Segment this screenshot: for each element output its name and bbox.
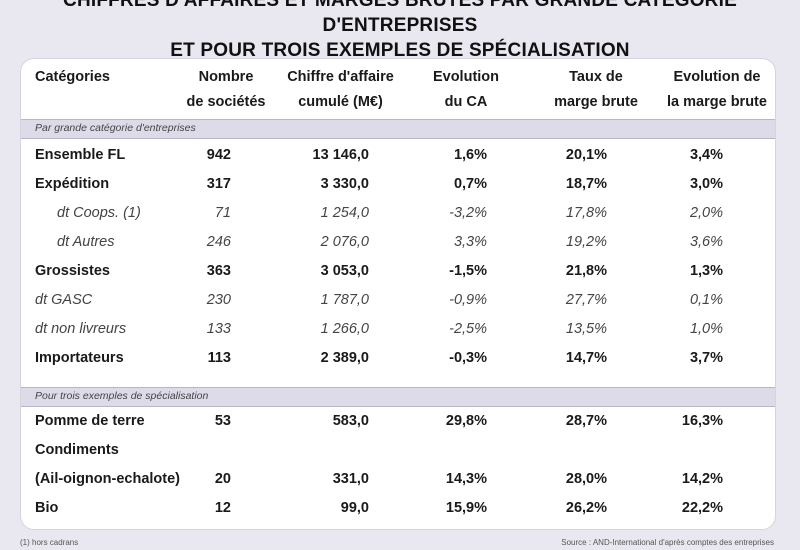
header-categories: Catégories [35,69,110,85]
cell-cat: dt Coops. (1) [57,205,141,221]
cell-n: 363 [206,263,231,279]
cell-tm: 19,2% [565,234,607,250]
cell-em: 14,2% [681,471,723,487]
data-table: Catégories Nombre de sociétés Chiffre d'… [20,58,776,530]
cell-em: 3,4% [689,147,723,163]
cell-tm: 18,7% [565,176,607,192]
cell-em: 3,0% [689,176,723,192]
cell-tm: 27,7% [565,292,607,308]
table-row: Bio 12 99,0 15,9% 26,2% 22,2% [21,494,775,523]
cell-ev: 29,8% [445,413,487,429]
table-title-line2: ET POUR TROIS EXEMPLES DE SPÉCIALISATION [170,40,630,61]
cell-ca: 13 146,0 [312,147,369,163]
cell-ev: -0,3% [449,350,487,366]
cell-cat: Condiments [35,442,119,458]
cell-n: 53 [214,413,231,429]
cell-n: 133 [206,321,231,337]
cell-n: 113 [207,350,231,366]
cell-em: 3,6% [689,234,723,250]
cell-ev: 14,3% [445,471,487,487]
cell-tm: 14,7% [565,350,607,366]
table-row: Importateurs 113 2 389,0 -0,3% 14,7% 3,7% [21,344,775,373]
cell-ca: 3 053,0 [320,263,369,279]
cell-tm: 17,8% [565,205,607,221]
table-row-label-line: Condiments [21,436,775,465]
cell-ca: 99,0 [340,500,369,516]
table-row: Grossistes 363 3 053,0 -1,5% 21,8% 1,3% [21,257,775,286]
cell-cat: Bio [35,500,59,516]
cell-cat: Expédition [35,176,110,192]
section-band-specialisation: Pour trois exemples de spécialisation [21,387,775,407]
cell-ev: 15,9% [445,500,487,516]
header-taux: Taux de marge brute [554,69,638,110]
cell-cat: dt Autres [57,234,115,250]
header-ca: Chiffre d'affaire cumulé (M€) [287,69,394,110]
cell-ev: 3,3% [453,234,487,250]
cell-tm: 28,0% [565,471,607,487]
cell-ev: -0,9% [449,292,487,308]
cell-em: 0,1% [689,292,723,308]
cell-em: 3,7% [689,350,723,366]
cell-n: 20 [214,471,231,487]
cell-em: 16,3% [681,413,723,429]
cell-cat: Grossistes [35,263,110,279]
section-label: Pour trois exemples de spécialisation [35,390,209,402]
table-row: Expédition 317 3 330,0 0,7% 18,7% 3,0% [21,170,775,199]
cell-n: 71 [214,205,231,221]
cell-ev: -3,2% [449,205,487,221]
cell-tm: 26,2% [565,500,607,516]
table-row: Ensemble FL 942 13 146,0 1,6% 20,1% 3,4% [21,141,775,170]
cell-n: 317 [206,176,231,192]
section-label: Par grande catégorie d'entreprises [35,122,196,134]
cell-tm: 20,1% [565,147,607,163]
cell-n: 942 [206,147,231,163]
cell-ev: 0,7% [453,176,487,192]
cell-tm: 28,7% [565,413,607,429]
cell-n: 12 [214,500,231,516]
table-row: dt Autres 246 2 076,0 3,3% 19,2% 3,6% [21,228,775,257]
cell-cat: (Ail-oignon-echalote) [35,471,180,487]
cell-ev: -1,5% [449,263,487,279]
cell-tm: 21,8% [565,263,607,279]
source-note: Source : AND-International d'après compt… [561,538,774,547]
table-header: Catégories Nombre de sociétés Chiffre d'… [21,59,775,117]
table-row: dt Coops. (1) 71 1 254,0 -3,2% 17,8% 2,0% [21,199,775,228]
footnote: (1) hors cadrans [20,538,79,547]
table-row: (Ail-oignon-echalote) 20 331,0 14,3% 28,0% 14… [21,465,775,494]
cell-ca: 1 787,0 [320,292,369,308]
cell-ca: 1 254,0 [320,205,369,221]
cell-cat: Importateurs [35,350,124,366]
cell-cat: dt non livreurs [35,321,127,337]
cell-em: 1,0% [689,321,723,337]
table-title: CHIFFRES D'AFFAIRES ET MARGES BRUTES PAR… [0,0,800,63]
cell-ev: -2,5% [449,321,487,337]
cell-em: 1,3% [689,263,723,279]
table-row: dt non livreurs 133 1 266,0 -2,5% 13,5% 1,0% [21,315,775,344]
cell-em: 2,0% [689,205,723,221]
cell-cat: Pomme de terre [35,413,145,429]
cell-ca: 331,0 [332,471,369,487]
header-evol-marge: Evolution de la marge brute [667,69,767,110]
cell-cat: dt GASC [35,292,93,308]
cell-ca: 2 389,0 [320,350,369,366]
table-row: dt GASC 230 1 787,0 -0,9% 27,7% 0,1% [21,286,775,315]
header-evolution: Evolution du CA [432,69,500,110]
table-row: Pomme de terre 53 583,0 29,8% 28,7% 16,3% [21,407,775,436]
cell-ca: 2 076,0 [320,234,369,250]
cell-ev: 1,6% [453,147,487,163]
cell-cat: Ensemble FL [35,147,126,163]
cell-ca: 3 330,0 [320,176,369,192]
cell-em: 22,2% [681,500,723,516]
table-title-line1: CHIFFRES D'AFFAIRES ET MARGES BRUTES PAR… [63,0,737,36]
cell-tm: 13,5% [565,321,607,337]
cell-n: 246 [206,234,231,250]
section-band-categories: Par grande catégorie d'entreprises [21,119,775,139]
cell-n: 230 [206,292,231,308]
header-nombre: Nombre de sociétés [186,69,266,110]
cell-ca: 583,0 [332,413,369,429]
cell-ca: 1 266,0 [320,321,369,337]
